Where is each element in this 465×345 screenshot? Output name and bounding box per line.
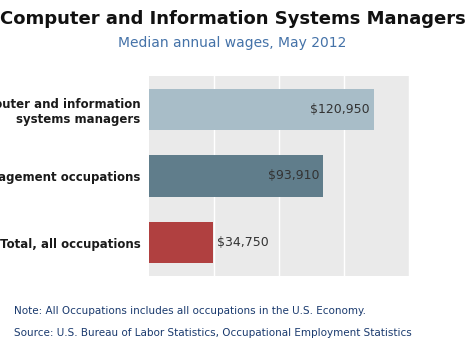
Bar — [149, 89, 374, 130]
Text: Source: U.S. Bureau of Labor Statistics, Occupational Employment Statistics: Source: U.S. Bureau of Labor Statistics,… — [14, 328, 412, 338]
Text: Computer and Information Systems Managers: Computer and Information Systems Manager… — [0, 10, 465, 28]
Bar — [149, 155, 324, 197]
Text: $93,910: $93,910 — [268, 169, 320, 183]
Text: $34,750: $34,750 — [217, 236, 269, 249]
Text: Note: All Occupations includes all occupations in the U.S. Economy.: Note: All Occupations includes all occup… — [14, 306, 366, 316]
Text: $120,950: $120,950 — [311, 103, 370, 116]
Text: Median annual wages, May 2012: Median annual wages, May 2012 — [118, 36, 347, 50]
Bar — [149, 222, 213, 263]
